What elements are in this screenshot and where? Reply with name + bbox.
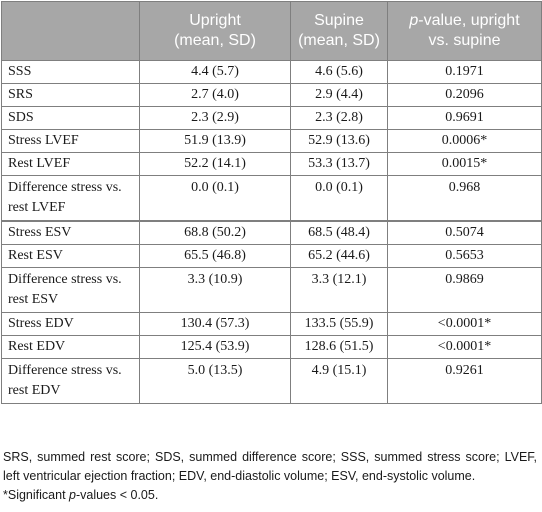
supine-value: 133.5 (55.9) <box>290 312 388 336</box>
header-supine: Supine (mean, SD) <box>290 1 388 61</box>
upright-value: 130.4 (57.3) <box>139 312 291 336</box>
upright-value: 5.0 (13.5) <box>139 358 291 404</box>
row-label: Difference stress vs. rest EDV <box>1 358 140 404</box>
row-label: Rest EDV <box>1 335 140 359</box>
upright-value: 68.8 (50.2) <box>139 220 291 245</box>
table-row: SSS 4.4 (5.7) 4.6 (5.6) 0.1971 <box>1 60 542 84</box>
table-row: Difference stress vs. rest ESV 3.3 (10.9… <box>1 267 542 313</box>
row-label: SDS <box>1 106 140 130</box>
supine-value: 52.9 (13.6) <box>290 129 388 153</box>
p-value: 0.9261 <box>387 358 542 404</box>
upright-value: 51.9 (13.9) <box>139 129 291 153</box>
supine-value: 2.9 (4.4) <box>290 83 388 107</box>
row-label: Rest ESV <box>1 244 140 268</box>
p-value: 0.9869 <box>387 267 542 313</box>
header-upright-line2: (mean, SD) <box>174 32 256 49</box>
supine-value: 2.3 (2.8) <box>290 106 388 130</box>
p-value: 0.5653 <box>387 244 542 268</box>
upright-value: 4.4 (5.7) <box>139 60 291 84</box>
header-upright-line1: Upright <box>189 12 241 29</box>
header-pvalue: p-value, upright vs. supine <box>387 1 542 61</box>
abbreviations-note: SRS, summed rest score; SDS, summed diff… <box>3 450 537 483</box>
upright-value: 2.7 (4.0) <box>139 83 291 107</box>
upright-value: 0.0 (0.1) <box>139 175 291 222</box>
significance-note: *Significant p-values < 0.05. <box>3 486 537 505</box>
supine-value: 3.3 (12.1) <box>290 267 388 313</box>
upright-value: 3.3 (10.9) <box>139 267 291 313</box>
p-value: 0.1971 <box>387 60 542 84</box>
supine-value: 68.5 (48.4) <box>290 220 388 245</box>
header-pvalue-line2: vs. supine <box>428 32 501 49</box>
table-row: Rest ESV 65.5 (46.8) 65.2 (44.6) 0.5653 <box>1 244 542 268</box>
p-value: 0.968 <box>387 175 542 222</box>
row-label: Difference stress vs. rest LVEF <box>1 175 140 222</box>
header-empty <box>1 1 140 61</box>
p-value: 0.0006* <box>387 129 542 153</box>
table-row: Difference stress vs. rest EDV 5.0 (13.5… <box>1 358 542 404</box>
header-upright: Upright (mean, SD) <box>139 1 291 61</box>
upright-value: 52.2 (14.1) <box>139 152 291 176</box>
header-supine-line2: (mean, SD) <box>298 32 380 49</box>
p-value: 0.2096 <box>387 83 542 107</box>
row-label: Rest LVEF <box>1 152 140 176</box>
upright-value: 65.5 (46.8) <box>139 244 291 268</box>
supine-value: 128.6 (51.5) <box>290 335 388 359</box>
header-row: Upright (mean, SD) Supine (mean, SD) p-v… <box>1 1 542 61</box>
row-label: Stress LVEF <box>1 129 140 153</box>
table-row: Difference stress vs. rest LVEF 0.0 (0.1… <box>1 175 542 222</box>
p-value: 0.0015* <box>387 152 542 176</box>
row-label: Stress EDV <box>1 312 140 336</box>
results-table: Upright (mean, SD) Supine (mean, SD) p-v… <box>1 1 542 404</box>
row-label: SSS <box>1 60 140 84</box>
significance-italic-p: p <box>69 488 76 502</box>
table-row: Stress EDV 130.4 (57.3) 133.5 (55.9) <0.… <box>1 312 542 336</box>
row-label: Difference stress vs. rest ESV <box>1 267 140 313</box>
supine-value: 4.9 (15.1) <box>290 358 388 404</box>
table-row: SRS 2.7 (4.0) 2.9 (4.4) 0.2096 <box>1 83 542 107</box>
p-value: 0.9691 <box>387 106 542 130</box>
supine-value: 0.0 (0.1) <box>290 175 388 222</box>
table-row: Rest EDV 125.4 (53.9) 128.6 (51.5) <0.00… <box>1 335 542 359</box>
table-row: Stress LVEF 51.9 (13.9) 52.9 (13.6) 0.00… <box>1 129 542 153</box>
row-label: SRS <box>1 83 140 107</box>
significance-prefix: *Significant <box>3 488 70 502</box>
header-supine-line1: Supine <box>314 12 364 29</box>
upright-value: 125.4 (53.9) <box>139 335 291 359</box>
table-footnotes: SRS, summed rest score; SDS, summed diff… <box>3 448 537 505</box>
supine-value: 65.2 (44.6) <box>290 244 388 268</box>
supine-value: 53.3 (13.7) <box>290 152 388 176</box>
table-row: Stress ESV 68.8 (50.2) 68.5 (48.4) 0.507… <box>1 220 542 245</box>
header-pvalue-italic-p: p <box>409 12 419 29</box>
p-value: <0.0001* <box>387 335 542 359</box>
table-row: Rest LVEF 52.2 (14.1) 53.3 (13.7) 0.0015… <box>1 152 542 176</box>
row-label: Stress ESV <box>1 220 140 245</box>
supine-value: 4.6 (5.6) <box>290 60 388 84</box>
significance-suffix: -values < 0.05. <box>75 488 159 502</box>
header-pvalue-line1: -value, upright <box>418 12 520 29</box>
p-value: <0.0001* <box>387 312 542 336</box>
p-value: 0.5074 <box>387 220 542 245</box>
table-row: SDS 2.3 (2.9) 2.3 (2.8) 0.9691 <box>1 106 542 130</box>
upright-value: 2.3 (2.9) <box>139 106 291 130</box>
